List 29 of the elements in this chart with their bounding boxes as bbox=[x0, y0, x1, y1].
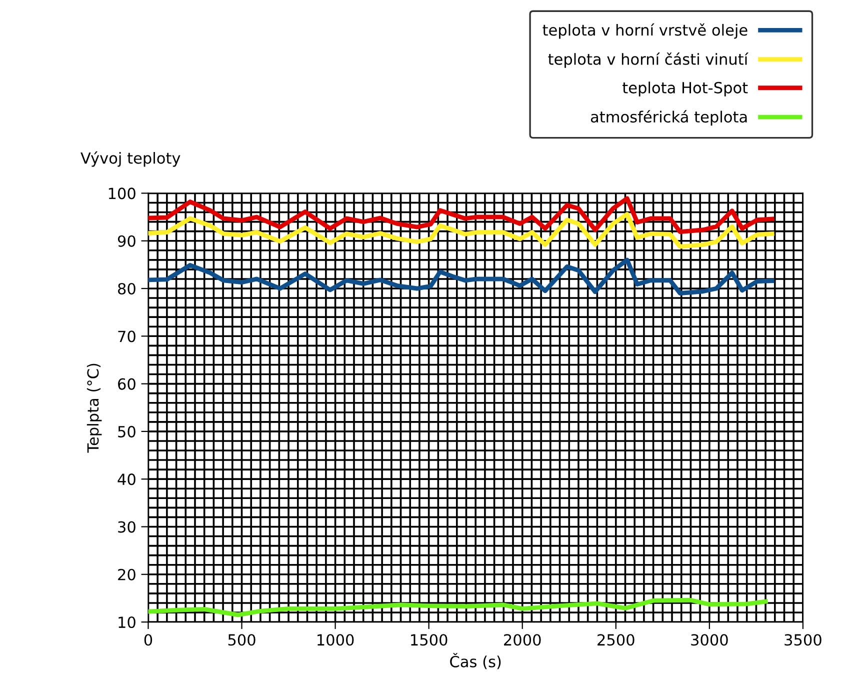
line-series bbox=[148, 258, 774, 296]
x-tick-label: 2000 bbox=[504, 634, 541, 646]
y-tick-label: 20 bbox=[118, 568, 136, 580]
x-axis-title: Čas (s) bbox=[450, 653, 501, 670]
x-tick-label: 1500 bbox=[411, 634, 448, 646]
legend-label: teplota v horní vrstvě oleje bbox=[542, 23, 748, 39]
y-tick-label: 80 bbox=[118, 282, 136, 295]
x-tick-label: 0 bbox=[144, 634, 152, 646]
line-series bbox=[148, 212, 774, 249]
y-tick-label: 50 bbox=[118, 426, 136, 438]
y-axis-title: Teplpta (°C) bbox=[86, 364, 102, 453]
y-tick-label: 60 bbox=[118, 378, 136, 390]
x-tick-label: 3500 bbox=[784, 634, 822, 646]
line-series bbox=[148, 196, 774, 234]
y-tick-label: 90 bbox=[118, 235, 136, 247]
legend-label: atmosférická teplota bbox=[590, 110, 747, 126]
y-tick-label: 30 bbox=[118, 521, 136, 533]
x-tick-label: 500 bbox=[228, 634, 256, 646]
y-tick-label: 100 bbox=[108, 188, 136, 200]
y-tick-label: 40 bbox=[118, 474, 136, 486]
y-tick-label: 70 bbox=[118, 330, 136, 342]
x-tick-label: 1000 bbox=[318, 634, 354, 646]
line-series bbox=[148, 598, 768, 618]
legend-label: teplota v horní části vinutí bbox=[548, 52, 748, 68]
x-tick-label: 3000 bbox=[691, 634, 728, 646]
x-tick-label: 2500 bbox=[598, 634, 634, 646]
chart-title: Vývoj teploty bbox=[80, 151, 180, 167]
y-tick-label: 10 bbox=[118, 616, 136, 628]
legend-label: teplota Hot-Spot bbox=[622, 82, 748, 96]
